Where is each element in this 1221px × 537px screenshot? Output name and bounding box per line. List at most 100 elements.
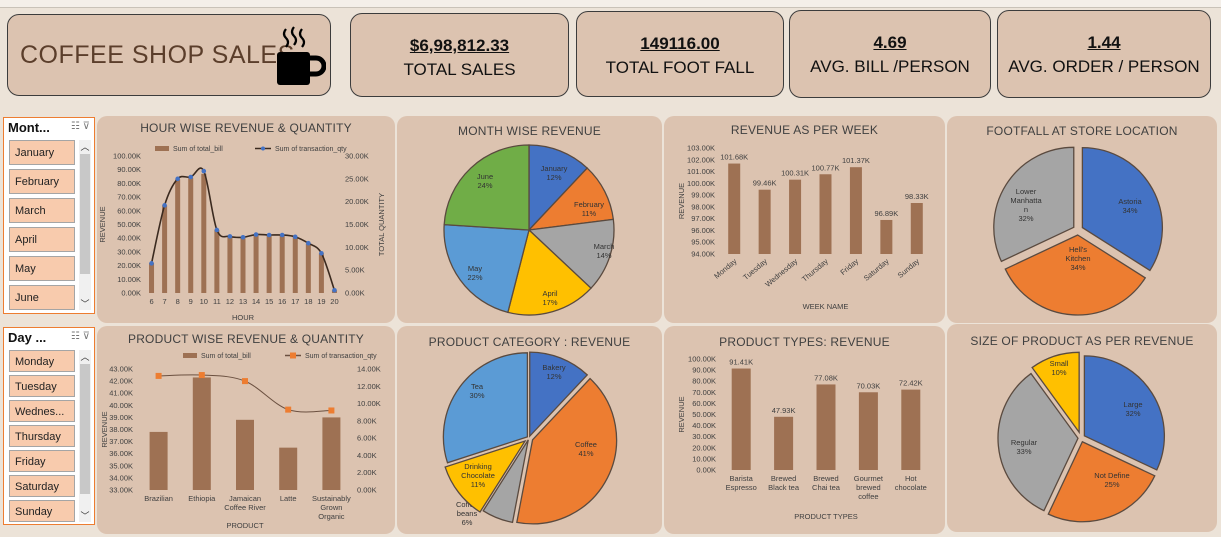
x-tick-label: 20 bbox=[330, 297, 338, 306]
slicer-filter-icons[interactable]: ☷ ⊽ bbox=[70, 121, 90, 132]
slice-label: Manhatta bbox=[1010, 196, 1042, 205]
chart-title: MONTH WISE REVENUE bbox=[458, 124, 601, 138]
x-tick-label: coffee bbox=[858, 492, 878, 501]
slicer-item-february[interactable]: February bbox=[9, 169, 75, 194]
data-label: 72.42K bbox=[899, 379, 923, 388]
legend-label: Sum of transaction_qty bbox=[275, 146, 347, 153]
chart-title: FOOTFALL AT STORE LOCATION bbox=[986, 124, 1178, 138]
slice-label: Drinking bbox=[464, 462, 492, 471]
scroll-down-icon[interactable]: ﹀ bbox=[80, 511, 90, 521]
slice-percent: 30% bbox=[469, 391, 484, 400]
y-axis-label: REVENUE bbox=[677, 396, 686, 432]
chart-title: REVENUE AS PER WEEK bbox=[730, 123, 879, 137]
pie-slice bbox=[993, 146, 1075, 263]
x-tick-label: 11 bbox=[213, 297, 221, 306]
bar bbox=[240, 238, 246, 293]
title-card: COFFEE SHOP SALES bbox=[7, 14, 331, 96]
slice-label: Lower bbox=[1016, 187, 1037, 196]
slicer-item-friday[interactable]: Friday bbox=[9, 450, 75, 472]
slicer-item-may[interactable]: May bbox=[9, 256, 75, 281]
y-tick-label: 30.00K bbox=[692, 432, 716, 441]
x-tick-label: Friday bbox=[838, 256, 860, 276]
month-slicer-scrollbar[interactable]: ︿ ﹀ bbox=[79, 140, 91, 310]
data-label: 99.46K bbox=[753, 179, 777, 188]
y-tick-label: 40.00K bbox=[692, 421, 716, 430]
bar bbox=[789, 179, 802, 254]
pie-slice bbox=[528, 144, 589, 232]
y-tick-label: 60.00K bbox=[117, 206, 141, 215]
y-tick-label: 39.00K bbox=[109, 413, 133, 422]
scroll-down-icon[interactable]: ﹀ bbox=[80, 299, 90, 309]
scroll-up-icon[interactable]: ︿ bbox=[80, 352, 90, 362]
slicer-item-monday[interactable]: Monday bbox=[9, 350, 75, 372]
slicer-item-wednesday[interactable]: Wednes... bbox=[9, 400, 75, 422]
slicer-item-june[interactable]: June bbox=[9, 285, 75, 310]
scroll-thumb[interactable] bbox=[80, 364, 90, 494]
line-point bbox=[332, 287, 337, 293]
slicer-item-saturday[interactable]: Saturday bbox=[9, 475, 75, 497]
y2-tick-label: 12.00K bbox=[357, 382, 381, 391]
pie-slice bbox=[1004, 234, 1147, 316]
line-point bbox=[319, 250, 324, 256]
kpi-value: 1.44 bbox=[1087, 33, 1121, 52]
x-tick-label: 13 bbox=[239, 297, 247, 306]
x-tick-label: Sustainably bbox=[312, 494, 351, 503]
slicer-item-thursday[interactable]: Thursday bbox=[9, 425, 75, 447]
slice-label: March bbox=[594, 242, 615, 251]
line-point bbox=[266, 232, 272, 238]
month-wise-panel: MONTH WISE REVENUE January 12% February 11%… bbox=[397, 116, 662, 323]
pie-slice bbox=[516, 377, 618, 525]
chart-title: PRODUCT TYPES: REVENUE bbox=[719, 335, 890, 349]
day-slicer-scrollbar[interactable]: ︿ ﹀ bbox=[79, 350, 91, 522]
x-tick-label: 19 bbox=[317, 297, 325, 306]
slicer-item-tuesday[interactable]: Tuesday bbox=[9, 375, 75, 397]
sheet-grid-strip bbox=[0, 0, 1221, 8]
y-axis-label: REVENUE bbox=[98, 206, 107, 242]
y-tick-label: 20.00K bbox=[117, 261, 141, 270]
slice-percent: 34% bbox=[1122, 206, 1137, 215]
line-point bbox=[162, 203, 167, 208]
bar bbox=[149, 431, 168, 490]
x-axis-label: PRODUCT bbox=[226, 521, 264, 530]
bar bbox=[849, 167, 862, 254]
legend-swatch-bar bbox=[155, 146, 169, 151]
hour-wise-chart: 0.00K10.00K20.00K30.00K40.00K50.00K60.00… bbox=[98, 146, 386, 322]
pie-slice bbox=[1083, 355, 1166, 471]
slicer-item-march[interactable]: March bbox=[9, 198, 75, 223]
slice-percent: 34% bbox=[1070, 263, 1085, 272]
bar bbox=[728, 163, 741, 254]
product-wise-panel: PRODUCT WISE REVENUE & QUANTITY 33.00K 34… bbox=[97, 326, 395, 534]
slice-label: Small bbox=[1050, 359, 1069, 368]
bar bbox=[149, 262, 155, 293]
slice-label: Coffee bbox=[575, 440, 597, 449]
slicer-filter-icons[interactable]: ☷ ⊽ bbox=[70, 331, 90, 342]
line-point bbox=[285, 406, 292, 413]
kpi-avg-bill: 4.69 AVG. BILL /PERSON bbox=[789, 10, 991, 98]
slice-label: Regular bbox=[1011, 438, 1038, 447]
scroll-up-icon[interactable]: ︿ bbox=[80, 142, 90, 152]
month-slicer-header: Mont... bbox=[8, 120, 50, 135]
x-tick-label: 18 bbox=[304, 297, 312, 306]
slice-label: Tea bbox=[471, 382, 484, 391]
hour-wise-panel: HOUR WISE REVENUE & QUANTITY 0.00K 10.00K… bbox=[97, 116, 395, 323]
y-axis-label: REVENUE bbox=[677, 183, 686, 219]
x-tick-label: Thursday bbox=[800, 256, 830, 283]
slicer-item-january[interactable]: January bbox=[9, 140, 75, 165]
y-tick-label: 100.00K bbox=[687, 179, 715, 188]
scroll-thumb[interactable] bbox=[80, 154, 90, 274]
data-label: 77.08K bbox=[814, 373, 838, 382]
x-tick-label: 15 bbox=[265, 297, 273, 306]
x-axis-label: WEEK NAME bbox=[803, 302, 849, 311]
kpi-value: $6,98,812.33 bbox=[409, 36, 510, 55]
slicer-item-sunday[interactable]: Sunday bbox=[9, 500, 75, 522]
pie-slice bbox=[507, 228, 592, 316]
line-point bbox=[198, 372, 205, 379]
pie-slice bbox=[443, 223, 530, 314]
y-tick-label: 102.00K bbox=[687, 155, 715, 164]
y-tick-label: 10.00K bbox=[117, 275, 141, 284]
slicer-item-april[interactable]: April bbox=[9, 227, 75, 252]
coffee-cup-icon bbox=[277, 26, 326, 85]
y2-tick-label: 6.00K bbox=[357, 434, 377, 443]
bar bbox=[253, 235, 259, 293]
